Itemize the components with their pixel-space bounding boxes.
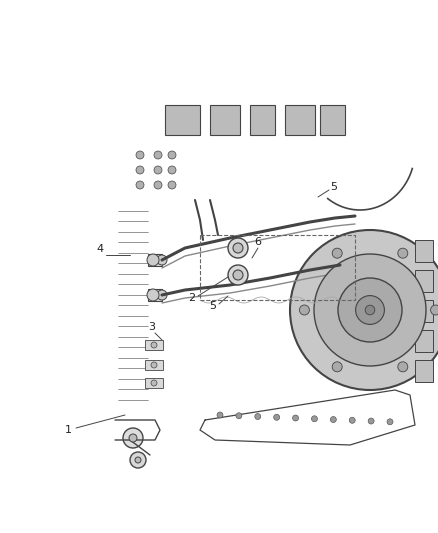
Circle shape (349, 417, 355, 423)
Circle shape (365, 305, 375, 315)
Circle shape (130, 452, 146, 468)
Circle shape (311, 416, 318, 422)
Circle shape (290, 230, 438, 390)
Bar (415, 300, 433, 322)
Circle shape (168, 166, 176, 174)
Circle shape (398, 362, 408, 372)
Bar (415, 330, 433, 352)
Bar (145, 378, 163, 388)
Circle shape (151, 362, 157, 368)
Text: 2: 2 (188, 293, 195, 303)
Bar (415, 240, 433, 262)
Text: 1: 1 (64, 425, 71, 435)
Bar (320, 105, 345, 135)
Polygon shape (200, 220, 430, 420)
Circle shape (332, 362, 342, 372)
Circle shape (368, 418, 374, 424)
Circle shape (314, 254, 426, 366)
Bar (210, 105, 240, 135)
Circle shape (300, 305, 309, 315)
Circle shape (228, 238, 248, 258)
Polygon shape (130, 100, 395, 200)
Bar (148, 254, 162, 266)
Bar (148, 289, 162, 301)
Circle shape (136, 166, 144, 174)
Circle shape (147, 289, 159, 301)
Circle shape (129, 434, 137, 442)
Circle shape (135, 457, 141, 463)
Circle shape (136, 181, 144, 189)
Circle shape (217, 412, 223, 418)
Circle shape (157, 290, 167, 300)
Circle shape (330, 416, 336, 423)
Text: 5: 5 (331, 182, 338, 192)
Text: 4: 4 (96, 244, 103, 254)
Circle shape (154, 151, 162, 159)
Circle shape (168, 151, 176, 159)
Circle shape (157, 255, 167, 265)
Circle shape (168, 181, 176, 189)
Circle shape (332, 248, 342, 258)
Circle shape (233, 270, 243, 280)
Circle shape (228, 265, 248, 285)
Circle shape (293, 415, 299, 421)
Circle shape (338, 278, 402, 342)
Circle shape (398, 248, 408, 258)
Circle shape (151, 380, 157, 386)
Bar (118, 200, 148, 410)
Polygon shape (200, 390, 415, 445)
Circle shape (274, 414, 280, 420)
Bar (145, 360, 163, 370)
Circle shape (431, 305, 438, 315)
Bar (145, 340, 163, 350)
Bar (200, 235, 355, 300)
Circle shape (154, 166, 162, 174)
Circle shape (151, 342, 157, 348)
Bar (165, 105, 200, 135)
Text: 6: 6 (254, 237, 261, 247)
Text: 5: 5 (209, 301, 216, 311)
Circle shape (356, 296, 385, 325)
Bar (116, 410, 150, 430)
Circle shape (147, 254, 159, 266)
Circle shape (387, 419, 393, 425)
Bar (415, 270, 433, 292)
Circle shape (255, 414, 261, 419)
Bar (285, 105, 315, 135)
Circle shape (123, 428, 143, 448)
Text: 3: 3 (148, 322, 155, 332)
Circle shape (233, 243, 243, 253)
Circle shape (154, 181, 162, 189)
Bar (250, 105, 275, 135)
Circle shape (136, 151, 144, 159)
Bar (415, 360, 433, 382)
Circle shape (236, 413, 242, 419)
